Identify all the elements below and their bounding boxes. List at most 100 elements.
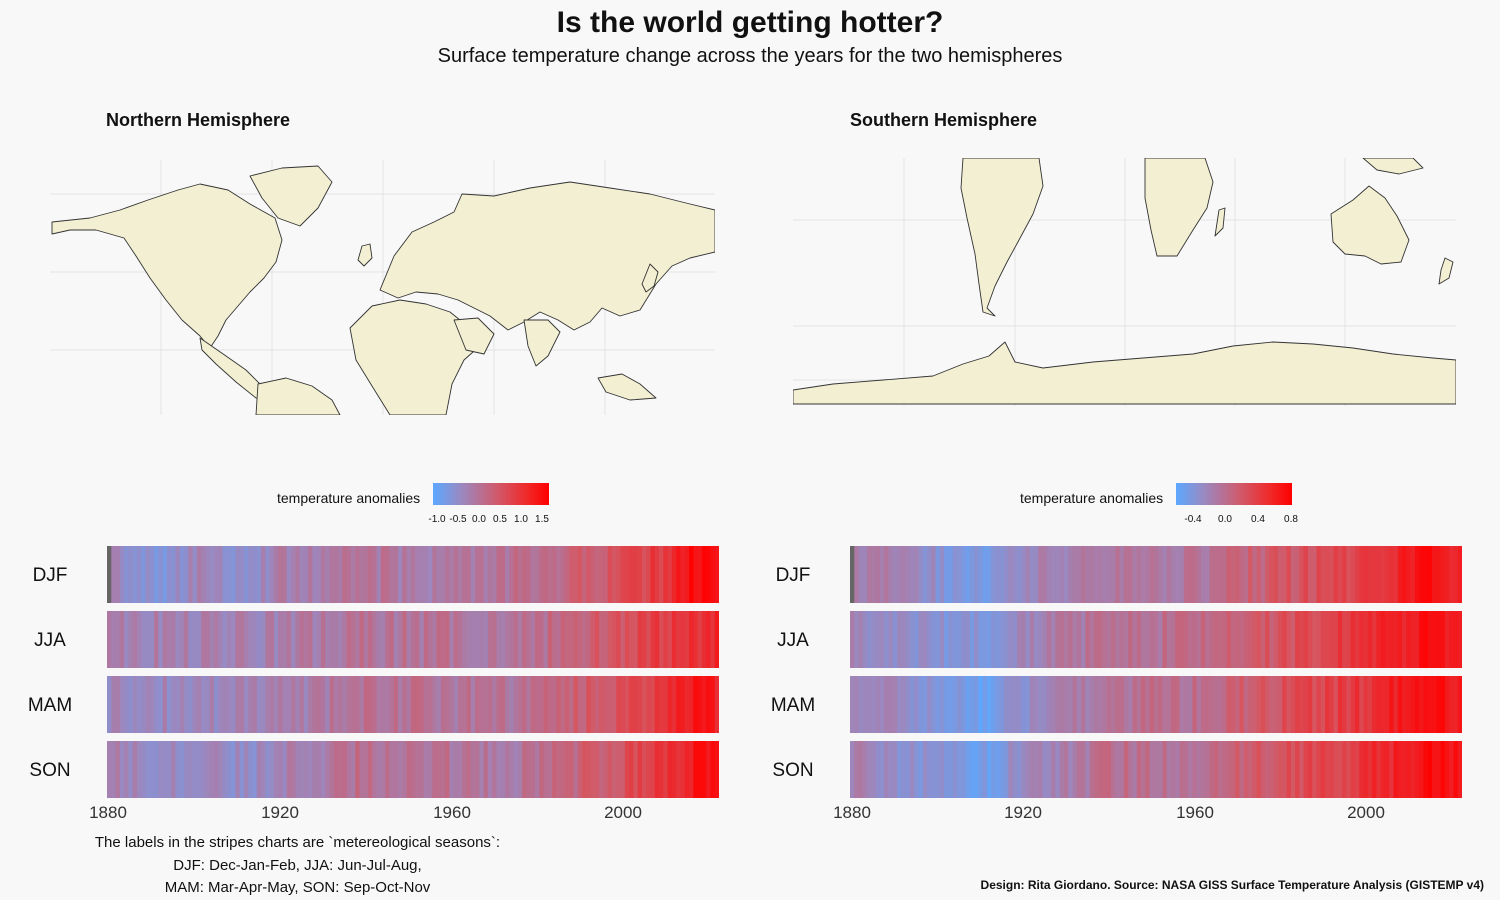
north-stripe-djf	[286, 546, 292, 603]
south-stripe-mam	[1081, 676, 1086, 733]
north-stripe-son	[179, 741, 185, 798]
north-stripe-son	[457, 741, 463, 798]
south-stripe-mam	[1342, 676, 1348, 733]
north-stripe-mam	[316, 676, 322, 733]
north-stripe-son	[453, 741, 459, 798]
north-stripe-djf	[427, 546, 433, 603]
north-stripe-jja	[505, 611, 510, 668]
north-stripe-mam	[449, 676, 455, 733]
north-stripe-mam	[701, 676, 707, 733]
south-stripe-mam	[1397, 676, 1403, 733]
south-stripe-jja	[1183, 611, 1189, 668]
north-stripe-son	[350, 741, 356, 798]
north-stripe-son	[522, 741, 528, 798]
north-stripe-mam	[483, 676, 489, 733]
south-stripe-mam	[961, 676, 967, 733]
south-stripe-mam	[1012, 676, 1018, 733]
north-stripe-son	[136, 741, 142, 798]
south-stripe-djf	[905, 546, 911, 603]
north-stripe-djf	[295, 546, 301, 603]
south-stripe-son	[1235, 741, 1241, 798]
south-stripe-son	[1432, 741, 1437, 798]
north-stripe-son	[667, 741, 673, 798]
south-stripe-son	[897, 741, 902, 798]
north-stripe-djf	[265, 546, 271, 603]
north-stripe-djf	[410, 546, 416, 603]
south-stripe-mam	[1273, 676, 1279, 733]
south-stripe-djf	[1440, 546, 1446, 603]
north-stripe-jja	[462, 611, 468, 668]
south-stripe-jja	[1166, 611, 1172, 668]
south-stripe-son	[986, 741, 992, 798]
north-stripe-jja	[239, 611, 245, 668]
south-stripe-son	[1179, 741, 1185, 798]
north-stripe-son	[295, 741, 301, 798]
south-stripe-djf	[944, 546, 950, 603]
south-stripe-son	[1111, 741, 1116, 798]
north-stripe-djf	[701, 546, 707, 603]
north-stripe-djf	[136, 546, 142, 603]
north-stripe-jja	[201, 611, 207, 668]
north-legend-tick: 1.0	[514, 514, 528, 525]
south-stripe-mam	[1145, 676, 1151, 733]
south-stripe-jja	[862, 611, 868, 668]
north-stripe-djf	[612, 546, 617, 603]
south-stripe-jja	[867, 611, 872, 668]
north-stripe-djf	[693, 546, 699, 603]
north-stripe-jja	[128, 611, 134, 668]
south-stripe-son	[1012, 741, 1018, 798]
north-stripe-mam	[556, 676, 562, 733]
north-stripe-djf	[119, 546, 125, 603]
south-stripe-mam	[1051, 676, 1057, 733]
south-stripe-jja	[1162, 611, 1168, 668]
south-stripe-jja	[1265, 611, 1271, 668]
north-stripe-son	[389, 741, 395, 798]
north-stripe-mam	[509, 676, 515, 733]
north-stripe-son	[552, 741, 557, 798]
south-stripe-djf	[1175, 546, 1181, 603]
north-stripe-mam	[256, 676, 262, 733]
north-stripe-jja	[368, 611, 373, 668]
south-stripe-son	[1282, 741, 1288, 798]
south-stripe-jja	[850, 611, 855, 668]
south-stripe-son	[1380, 741, 1386, 798]
north-legend-tick: -1.0	[428, 514, 446, 525]
north-stripe-son	[111, 741, 117, 798]
south-stripe-jja	[1055, 611, 1061, 668]
north-stripe-son	[222, 741, 228, 798]
north-stripe-jja	[346, 611, 352, 668]
north-stripe-son	[209, 741, 215, 798]
south-stripe-jja	[931, 611, 937, 668]
south-stripe-son	[1325, 741, 1330, 798]
south-stripe-djf	[1123, 546, 1129, 603]
south-stripe-djf	[1145, 546, 1151, 603]
south-stripe-son	[1303, 741, 1309, 798]
japan-shape	[641, 263, 659, 293]
south-stripe-jja	[1081, 611, 1086, 668]
south-stripe-djf	[1419, 546, 1425, 603]
north-stripe-mam	[286, 676, 292, 733]
south-stripe-djf	[1393, 546, 1399, 603]
north-stripe-son	[188, 741, 194, 798]
north-stripe-jja	[380, 611, 386, 668]
north-stripe-mam	[282, 676, 288, 733]
north-stripe-mam	[363, 676, 369, 733]
south-stripe-mam	[1029, 676, 1035, 733]
south-stripe-djf	[991, 546, 997, 603]
south-stripe-mam	[1252, 676, 1258, 733]
south-stripe-jja	[927, 611, 932, 668]
north-stripe-son	[646, 741, 652, 798]
south-stripe-son	[1226, 741, 1232, 798]
north-stripe-jja	[119, 611, 125, 668]
north-stripe-son	[415, 741, 421, 798]
south-stripe-djf	[1016, 546, 1022, 603]
north-stripe-djf	[457, 546, 463, 603]
north-row-label: DJF	[32, 565, 68, 586]
south-stripe-djf	[1432, 546, 1437, 603]
north-stripe-djf	[513, 546, 519, 603]
south-stripe-jja	[1269, 611, 1275, 668]
south-stripe-djf	[1029, 546, 1035, 603]
north-stripe-djf	[415, 546, 421, 603]
south-stripe-mam	[918, 676, 924, 733]
south-stripe-jja	[1136, 611, 1142, 668]
